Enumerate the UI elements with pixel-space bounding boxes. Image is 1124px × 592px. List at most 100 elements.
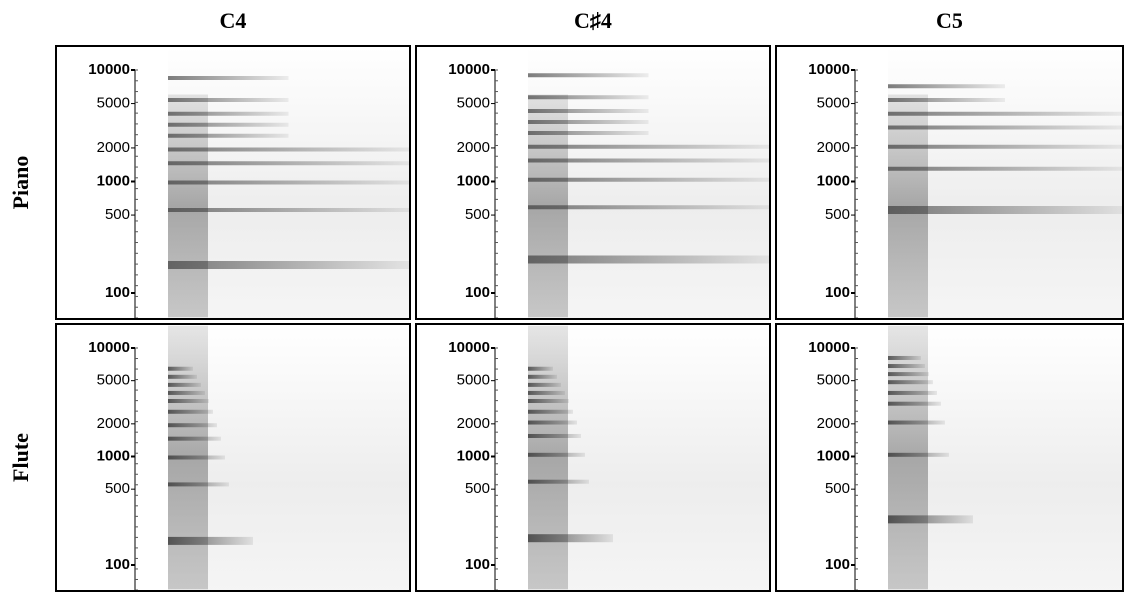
y-tick-label: 5000 [817, 372, 850, 389]
harmonic [888, 420, 945, 425]
harmonic [888, 84, 1005, 89]
harmonic [528, 109, 649, 113]
y-tick-label: 5000 [457, 95, 490, 112]
harmonic [168, 382, 201, 387]
harmonic [168, 111, 289, 116]
y-tick-label: 5000 [457, 372, 490, 389]
spectrogram-noise [528, 325, 769, 590]
y-tick-label: 1000 [97, 172, 130, 189]
harmonic [168, 261, 409, 269]
y-tick-label: 1000 [457, 447, 490, 464]
y-tick-label: 2000 [457, 415, 490, 432]
y-tick-label: 10000 [88, 61, 130, 78]
panel-border [415, 323, 771, 592]
harmonic [528, 382, 561, 387]
harmonic [528, 73, 649, 78]
panel-border [775, 323, 1124, 592]
harmonic [168, 366, 193, 371]
harmonic [888, 515, 973, 524]
harmonic [888, 166, 1122, 171]
y-tick-label: 500 [825, 206, 850, 223]
panel: 100 500 1000 2000 5000 10000 [55, 45, 411, 320]
y-tick-label: 10000 [88, 339, 130, 356]
onset-column [528, 325, 568, 590]
y-tick-label: 10000 [448, 61, 490, 78]
y-tick-label: 10000 [808, 61, 850, 78]
harmonic [528, 534, 613, 543]
y-tick-label: 2000 [817, 415, 850, 432]
harmonic [168, 208, 409, 212]
panel-border [415, 45, 771, 320]
harmonic [888, 372, 929, 377]
y-tick-label: 1000 [97, 447, 130, 464]
panel: 100 500 1000 2000 5000 10000 [775, 45, 1124, 320]
harmonic [888, 452, 949, 457]
harmonic [168, 436, 221, 441]
harmonic [528, 479, 589, 484]
y-tick-label: 5000 [817, 95, 850, 112]
y-tick-label: 500 [465, 206, 490, 223]
y-tick-label: 100 [465, 284, 490, 301]
harmonic [888, 144, 1122, 149]
y-tick-label: 100 [105, 284, 130, 301]
harmonic [528, 205, 769, 210]
y-tick-label: 2000 [97, 415, 130, 432]
harmonic [168, 374, 197, 379]
harmonic [528, 255, 769, 264]
harmonic [888, 380, 933, 385]
onset-column [888, 325, 928, 590]
harmonic [168, 133, 289, 138]
harmonic [528, 95, 649, 100]
harmonic [528, 409, 573, 414]
harmonic [528, 390, 565, 395]
harmonic [888, 355, 921, 360]
harmonic [528, 374, 557, 379]
harmonic [528, 420, 577, 425]
column-title: C5 [936, 8, 963, 33]
harmonic [168, 482, 229, 487]
y-tick-label: 2000 [457, 139, 490, 156]
harmonic [528, 433, 581, 438]
y-tick-label: 5000 [97, 95, 130, 112]
harmonic [888, 390, 937, 395]
harmonic [528, 366, 553, 371]
y-tick-label: 10000 [448, 339, 490, 356]
row-label: Piano [8, 156, 33, 210]
panel-border [55, 323, 411, 592]
panel-border [55, 45, 411, 320]
y-tick-label: 1000 [457, 172, 490, 189]
y-tick-label: 500 [105, 480, 130, 497]
y-tick-label: 100 [105, 556, 130, 573]
y-tick-label: 100 [825, 284, 850, 301]
y-tick-label: 100 [825, 556, 850, 573]
harmonic [528, 177, 769, 182]
y-tick-label: 500 [105, 206, 130, 223]
harmonic [168, 423, 217, 428]
harmonic [888, 98, 1005, 102]
onset-column [888, 94, 928, 318]
harmonic [168, 180, 409, 185]
y-tick-label: 500 [465, 480, 490, 497]
y-tick-label: 100 [465, 556, 490, 573]
harmonic [168, 399, 209, 404]
y-tick-label: 1000 [817, 172, 850, 189]
column-title: C4 [220, 8, 247, 33]
harmonic [168, 161, 409, 166]
y-tick-label: 2000 [97, 139, 130, 156]
spectrogram-noise [528, 47, 769, 318]
harmonic [528, 120, 649, 124]
y-tick-label: 10000 [808, 339, 850, 356]
harmonic [168, 76, 289, 80]
panel: 100 500 1000 2000 5000 10000 [55, 323, 411, 592]
harmonic [888, 125, 1122, 130]
panel: 100 500 1000 2000 5000 10000 [775, 323, 1124, 592]
y-tick-label: 1000 [817, 447, 850, 464]
y-tick-label: 2000 [817, 139, 850, 156]
onset-column [168, 94, 208, 318]
harmonic [168, 409, 213, 414]
harmonic [168, 98, 289, 102]
harmonic [888, 401, 941, 406]
panel: 100 500 1000 2000 5000 10000 [415, 45, 771, 320]
harmonic [888, 364, 925, 369]
